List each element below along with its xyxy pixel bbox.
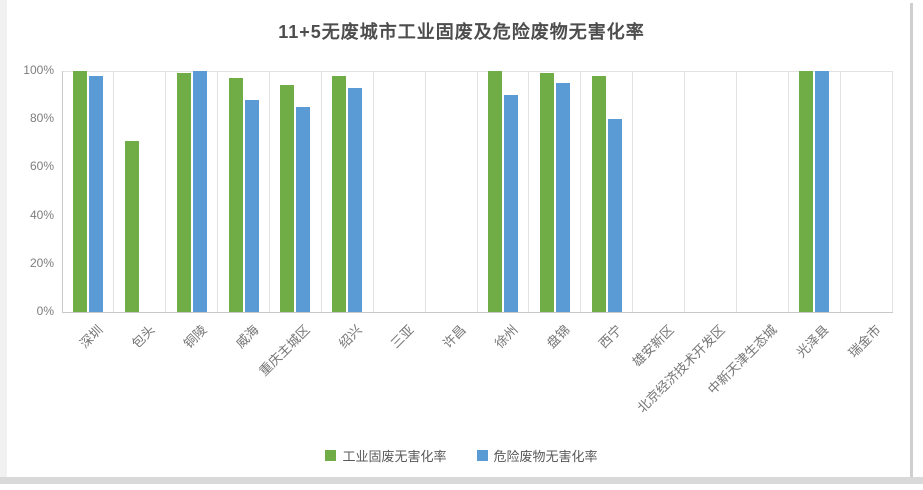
- gridline-vertical: [269, 71, 270, 312]
- x-axis-label: 包头: [128, 322, 158, 352]
- y-axis-label: 20%: [29, 255, 54, 270]
- legend-item-hazardous-waste: 危险废物无害化率: [476, 446, 598, 465]
- bar-industrial-solid-waste: [72, 71, 87, 312]
- gridline-vertical: [839, 71, 841, 312]
- gridline-vertical: [787, 71, 789, 312]
- x-axis-line: [62, 312, 893, 313]
- bar-hazardous-waste: [815, 71, 830, 312]
- image-frame-right-edge: [910, 3, 913, 477]
- gridline-vertical: [476, 71, 478, 312]
- bar-hazardous-waste: [192, 71, 207, 312]
- bar-industrial-solid-waste: [487, 71, 502, 312]
- bar-industrial-solid-waste: [332, 75, 347, 312]
- gridline-vertical: [735, 71, 737, 312]
- gridline-vertical: [372, 71, 374, 312]
- gridline-vertical: [165, 71, 167, 312]
- x-axis-label: 三亚: [387, 322, 417, 352]
- legend-label-hazardous-waste: 危险废物无害化率: [493, 449, 598, 464]
- x-axis-label: 光泽县: [793, 322, 832, 361]
- gridline-100-percent: [62, 71, 892, 72]
- x-axis-label: 重庆主城区: [256, 322, 314, 379]
- x-axis-label: 许昌: [439, 322, 469, 352]
- gridline-vertical: [113, 71, 115, 312]
- bar-hazardous-waste: [607, 119, 622, 312]
- bar-industrial-solid-waste: [280, 85, 295, 312]
- x-axis-label: 绍兴: [336, 322, 366, 352]
- y-axis-label: 80%: [29, 111, 54, 126]
- bar-industrial-solid-waste: [124, 140, 139, 312]
- legend-label-industrial-solid-waste: 工业固废无害化率: [342, 449, 447, 464]
- image-frame-left-edge: [0, 0, 7, 477]
- gridline-vertical: [424, 71, 426, 312]
- gridline-vertical: [217, 71, 219, 312]
- y-axis-label: 40%: [29, 207, 54, 222]
- image-frame-bottom-edge: [0, 477, 923, 484]
- bar-industrial-solid-waste: [176, 73, 191, 312]
- x-axis-label: 北京经济技术开发区: [634, 322, 729, 416]
- bar-hazardous-waste: [348, 87, 363, 312]
- x-axis-label: 瑞金市: [845, 322, 884, 361]
- bar-hazardous-waste: [555, 83, 570, 312]
- gridline-vertical: [684, 71, 685, 312]
- bar-hazardous-waste: [296, 107, 311, 312]
- bar-hazardous-waste: [88, 75, 103, 312]
- gridline-vertical: [580, 71, 582, 312]
- legend-swatch-green-icon: [325, 450, 337, 461]
- y-axis-line: [62, 71, 63, 312]
- gridline-vertical: [528, 71, 530, 312]
- x-axis-label: 徐州: [491, 322, 521, 352]
- gridline-vertical: [320, 71, 322, 312]
- y-axis-label: 0%: [36, 304, 54, 318]
- gridline-vertical: [891, 71, 893, 312]
- bar-hazardous-waste: [503, 95, 518, 312]
- gridline-vertical: [632, 71, 634, 312]
- legend-item-industrial-solid-waste: 工业固废无害化率: [325, 446, 447, 465]
- chart-title: 11+5无废城市工业固废及危险废物无害化率: [278, 22, 645, 42]
- bar-industrial-solid-waste: [591, 75, 606, 312]
- x-axis-label: 雄安新区: [628, 322, 677, 370]
- bar-industrial-solid-waste: [799, 71, 814, 312]
- x-axis-label: 西宁: [595, 322, 625, 352]
- legend: 工业固废无害化率 危险废物无害化率: [0, 446, 923, 465]
- bar-industrial-solid-waste: [228, 78, 243, 312]
- y-axis-label: 100%: [23, 63, 54, 77]
- y-axis-label: 60%: [29, 159, 54, 174]
- x-axis-label: 铜陵: [180, 322, 210, 352]
- x-axis-label: 盘锦: [543, 322, 573, 352]
- bar-industrial-solid-waste: [539, 73, 554, 312]
- legend-swatch-blue-icon: [476, 450, 488, 461]
- x-axis-label: 威海: [232, 322, 262, 352]
- bar-hazardous-waste: [244, 99, 259, 312]
- x-axis-label: 深圳: [76, 322, 106, 352]
